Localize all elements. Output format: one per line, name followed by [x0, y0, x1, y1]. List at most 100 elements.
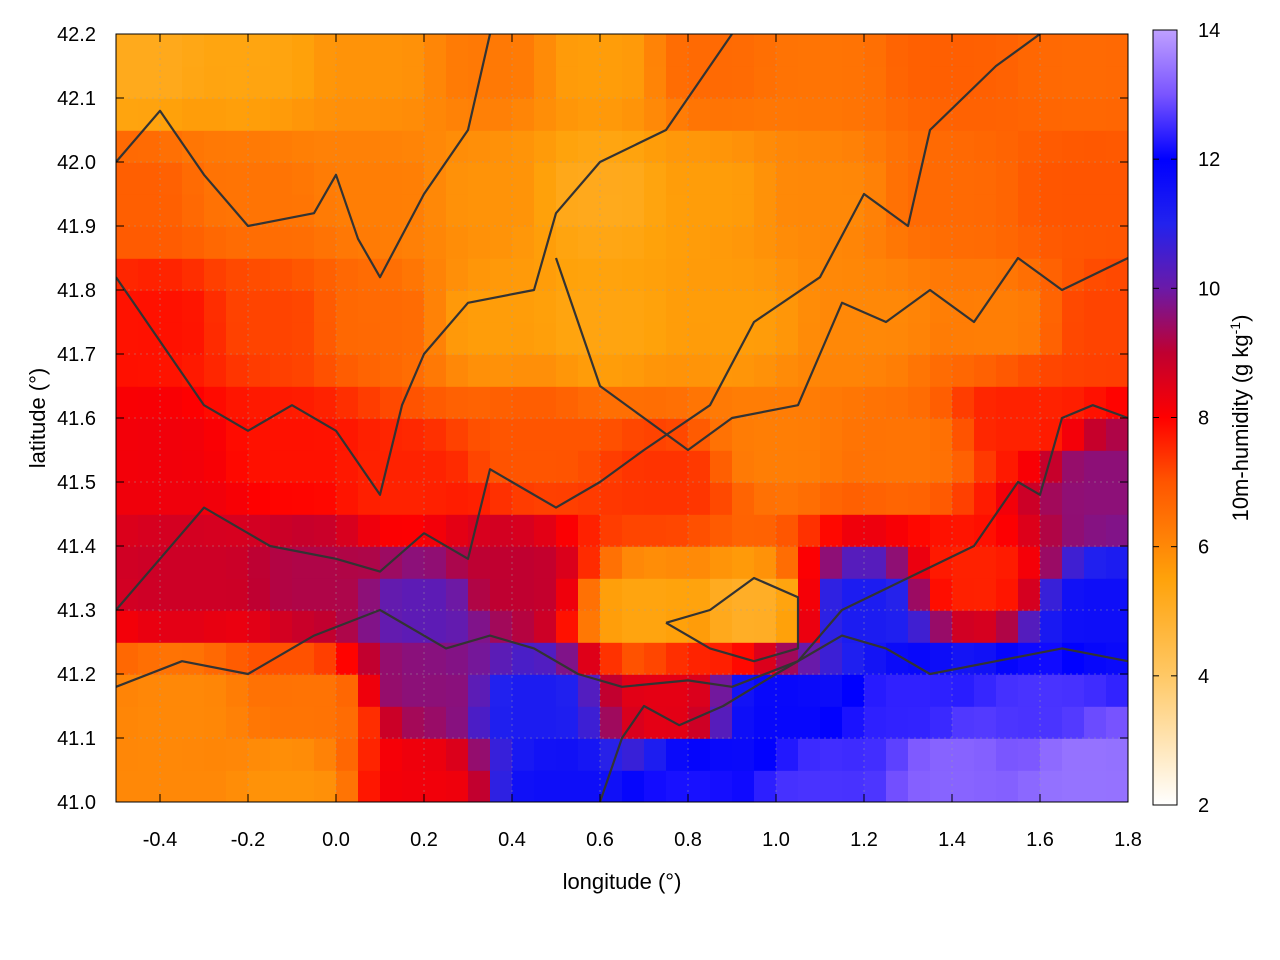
heatmap-cell — [688, 226, 711, 259]
heatmap-cell — [600, 354, 623, 387]
heatmap-cell — [732, 706, 755, 739]
heatmap-cell — [380, 642, 403, 675]
heatmap-cell — [820, 98, 843, 131]
heatmap-cell — [754, 770, 777, 802]
heatmap-cell — [1040, 706, 1063, 739]
heatmap-cell — [688, 674, 711, 707]
heatmap-cell — [358, 482, 381, 515]
heatmap-cell — [820, 546, 843, 579]
heatmap-cell — [974, 354, 997, 387]
heatmap-cell — [116, 322, 139, 355]
heatmap-cell — [490, 450, 513, 483]
heatmap-cell — [314, 674, 337, 707]
heatmap-cell — [490, 258, 513, 291]
heatmap-cell — [116, 770, 139, 802]
heatmap-cell — [798, 738, 821, 771]
heatmap-cell — [270, 738, 293, 771]
heatmap-cell — [1018, 418, 1041, 451]
heatmap-cell — [292, 706, 315, 739]
heatmap-cell — [1040, 770, 1063, 802]
heatmap-cell — [886, 642, 909, 675]
heatmap-cell — [446, 290, 469, 323]
heatmap-cell — [446, 610, 469, 643]
heatmap-cell — [534, 738, 557, 771]
heatmap-cell — [336, 738, 359, 771]
heatmap-cell — [974, 610, 997, 643]
heatmap-cell — [490, 66, 513, 99]
heatmap-cell — [534, 290, 557, 323]
heatmap-cell — [380, 66, 403, 99]
heatmap-cell — [842, 482, 865, 515]
heatmap-cell — [248, 162, 271, 195]
heatmap-cell — [600, 674, 623, 707]
heatmap-cell — [930, 34, 953, 67]
heatmap-cell — [226, 226, 249, 259]
x-tick-label: 0.8 — [674, 829, 702, 851]
heatmap-cell — [600, 418, 623, 451]
heatmap-cell — [974, 194, 997, 227]
heatmap-cell — [644, 578, 667, 611]
heatmap-cell — [732, 450, 755, 483]
heatmap-cell — [622, 386, 645, 419]
heatmap-cell — [490, 130, 513, 163]
heatmap-cell — [314, 386, 337, 419]
heatmap-cell — [248, 130, 271, 163]
heatmap-cell — [336, 226, 359, 259]
heatmap-cell — [974, 642, 997, 675]
heatmap-cell — [798, 130, 821, 163]
heatmap-cell — [688, 642, 711, 675]
heatmap-cell — [292, 354, 315, 387]
heatmap-cell — [160, 770, 183, 802]
heatmap-cell — [1106, 482, 1128, 515]
heatmap-cell — [952, 34, 975, 67]
heatmap-cell — [930, 322, 953, 355]
heatmap-cell — [226, 738, 249, 771]
heatmap-cell — [534, 322, 557, 355]
heatmap-cell — [1062, 546, 1085, 579]
heatmap-cell — [666, 738, 689, 771]
heatmap-cell — [1018, 642, 1041, 675]
heatmap-cell — [798, 770, 821, 802]
heatmap-cell — [974, 450, 997, 483]
heatmap-cell — [644, 354, 667, 387]
heatmap-cell — [688, 450, 711, 483]
heatmap-cell — [578, 578, 601, 611]
heatmap-cell — [776, 514, 799, 547]
heatmap-cell — [996, 706, 1019, 739]
heatmap-cell — [798, 322, 821, 355]
heatmap-cell — [160, 66, 183, 99]
heatmap-cell — [754, 66, 777, 99]
heatmap-cell — [732, 66, 755, 99]
heatmap-cell — [358, 674, 381, 707]
heatmap-cell — [248, 66, 271, 99]
heatmap-cell — [820, 418, 843, 451]
heatmap-cell — [138, 450, 161, 483]
heatmap-cell — [490, 706, 513, 739]
heatmap-cell — [578, 674, 601, 707]
heatmap-cell — [996, 546, 1019, 579]
heatmap-cell — [446, 322, 469, 355]
heatmap-cell — [314, 130, 337, 163]
heatmap-cell — [314, 66, 337, 99]
heatmap-cell — [116, 354, 139, 387]
heatmap-cell — [402, 578, 425, 611]
heatmap-cell — [1062, 98, 1085, 131]
heatmap-cell — [1062, 226, 1085, 259]
heatmap-cell — [974, 322, 997, 355]
y-tick-label: 41.2 — [57, 664, 96, 686]
heatmap-cell — [424, 514, 447, 547]
heatmap-cell — [292, 194, 315, 227]
heatmap-cell — [468, 674, 491, 707]
heatmap-cell — [600, 194, 623, 227]
heatmap-cell — [248, 194, 271, 227]
heatmap-cell — [314, 706, 337, 739]
heatmap-cell — [886, 386, 909, 419]
colorbar-label-end: ) — [1228, 315, 1253, 322]
heatmap-cell — [600, 450, 623, 483]
heatmap-cell — [512, 770, 535, 802]
y-axis-label: latitude (°) — [25, 368, 50, 469]
heatmap-cell — [732, 98, 755, 131]
heatmap-cell — [1062, 354, 1085, 387]
x-tick-label: 1.2 — [850, 829, 878, 851]
heatmap-cell — [1106, 706, 1128, 739]
